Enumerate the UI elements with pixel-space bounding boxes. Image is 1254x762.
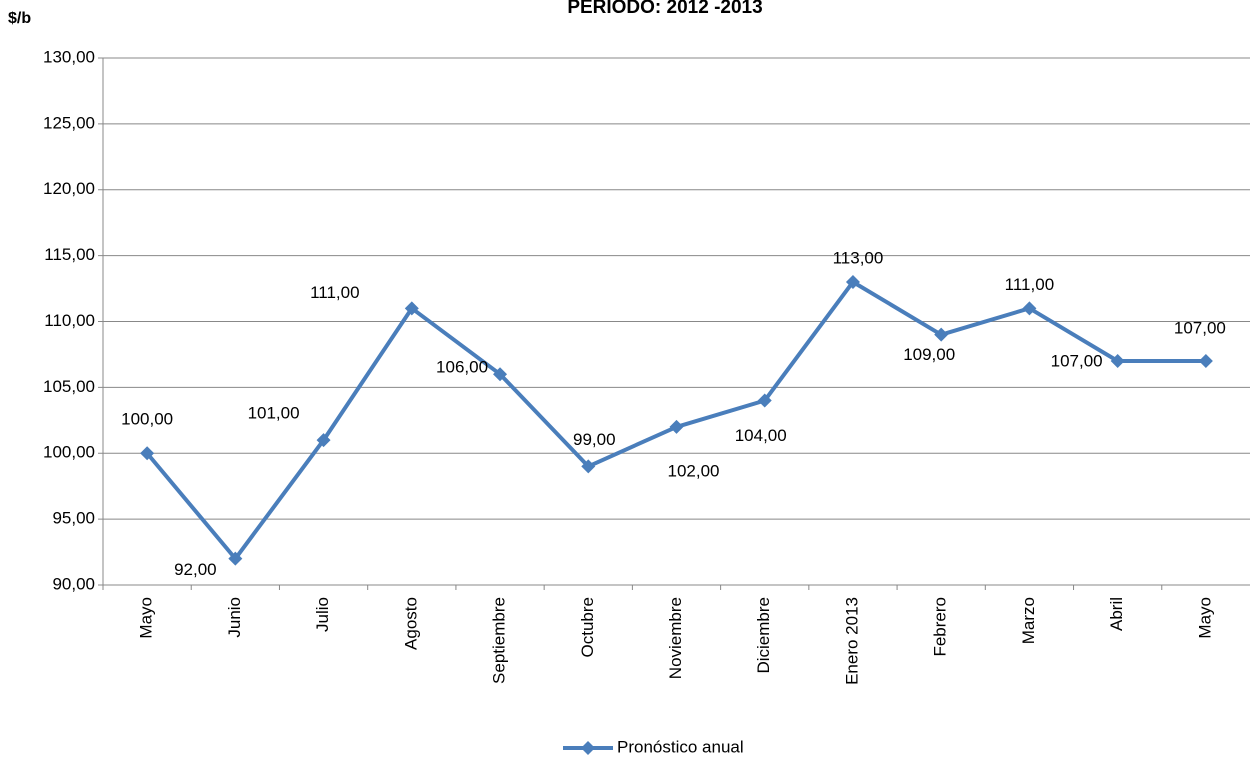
marker bbox=[493, 367, 508, 382]
y-axis-label: $/b bbox=[8, 10, 31, 27]
marker bbox=[228, 551, 243, 566]
data-label: 106,00 bbox=[436, 358, 488, 377]
chart-title: PERIODO: 2012 -2013 bbox=[567, 0, 762, 18]
marker bbox=[845, 274, 860, 289]
data-label: 111,00 bbox=[310, 283, 359, 302]
data-label: 104,00 bbox=[735, 426, 787, 445]
legend-label: Pronóstico anual bbox=[617, 737, 744, 756]
y-tick-label: 95,00 bbox=[52, 509, 95, 528]
data-label: 109,00 bbox=[903, 345, 955, 364]
marker bbox=[1110, 354, 1125, 369]
marker bbox=[934, 327, 949, 342]
y-tick-label: 125,00 bbox=[43, 113, 95, 132]
marker bbox=[1198, 354, 1213, 369]
x-tick-label: Abril bbox=[1107, 597, 1126, 631]
y-tick-label: 90,00 bbox=[52, 574, 95, 593]
data-label: 111,00 bbox=[1005, 275, 1054, 294]
x-tick-label: Diciembre bbox=[754, 597, 773, 674]
marker bbox=[404, 301, 419, 316]
data-label: 113,00 bbox=[833, 248, 884, 267]
x-tick-label: Septiembre bbox=[490, 597, 509, 684]
data-label: 102,00 bbox=[668, 461, 720, 480]
x-tick-label: Agosto bbox=[401, 597, 420, 650]
y-tick-label: 130,00 bbox=[43, 47, 95, 66]
marker bbox=[140, 446, 155, 461]
data-label: 99,00 bbox=[573, 430, 616, 449]
x-tick-label: Marzo bbox=[1019, 597, 1038, 644]
x-tick-label: Noviembre bbox=[666, 597, 685, 679]
marker bbox=[757, 393, 772, 408]
data-label: 101,00 bbox=[248, 404, 300, 423]
x-tick-label: Febrero bbox=[931, 597, 950, 657]
marker bbox=[581, 459, 596, 474]
marker bbox=[316, 433, 331, 448]
data-label: 92,00 bbox=[174, 560, 217, 579]
x-tick-label: Enero 2013 bbox=[842, 597, 861, 685]
marker bbox=[669, 419, 684, 434]
y-tick-label: 120,00 bbox=[43, 179, 95, 198]
x-tick-label: Julio bbox=[313, 597, 332, 632]
legend-marker bbox=[581, 741, 595, 755]
y-tick-label: 105,00 bbox=[43, 377, 95, 396]
y-tick-label: 100,00 bbox=[43, 443, 95, 462]
x-tick-label: Mayo bbox=[137, 597, 156, 639]
y-tick-label: 110,00 bbox=[44, 311, 95, 330]
marker bbox=[1022, 301, 1037, 316]
data-label: 107,00 bbox=[1051, 352, 1103, 371]
x-tick-label: Junio bbox=[225, 597, 244, 638]
x-tick-label: Mayo bbox=[1195, 597, 1214, 639]
x-tick-label: Octubre bbox=[578, 597, 597, 657]
data-label: 100,00 bbox=[121, 410, 173, 429]
data-label: 107,00 bbox=[1174, 319, 1226, 338]
y-tick-label: 115,00 bbox=[44, 245, 95, 264]
